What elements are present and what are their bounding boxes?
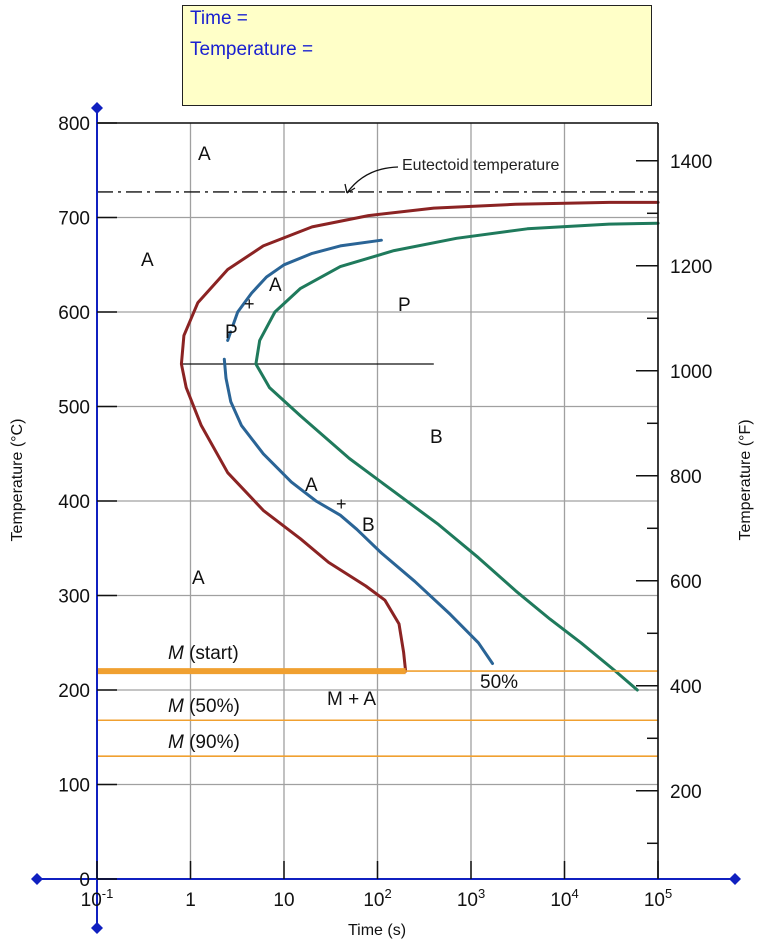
martensite-label: M (50%): [168, 696, 240, 717]
x-tick-label: 10: [273, 890, 294, 911]
curve-label-p-upper: P: [225, 322, 238, 343]
y-tick-label: 200: [58, 681, 90, 702]
x-tick-label: 103: [457, 886, 485, 911]
time-readout: Time =: [190, 8, 248, 29]
x-tick-label: 10-1: [81, 886, 114, 911]
y-axis-title: Temperature (°C): [9, 419, 26, 542]
region-label-a-left: A: [141, 250, 154, 271]
curve-label-a-lower: A: [305, 475, 318, 496]
y-tick-label: 600: [58, 303, 90, 324]
finish-curve: [254, 221, 660, 692]
y2-tick-label: 200: [670, 782, 702, 803]
martensite-label: M (start): [168, 643, 239, 664]
y2-tick-label: 600: [670, 572, 702, 593]
x-axis-right-handle[interactable]: [729, 873, 741, 885]
region-label-m-plus-a: M + A: [327, 689, 376, 710]
x-axis-title: Time (s): [348, 922, 406, 939]
y2-tick-label: 1200: [670, 257, 712, 278]
cursor-readout-box: Time = Temperature =: [182, 5, 652, 106]
y2-axis-title: Temperature (°F): [737, 419, 754, 540]
curve-label-plus-lower: +: [336, 494, 347, 514]
x-tick-label: 102: [363, 886, 391, 911]
y-tick-label: 700: [58, 209, 90, 230]
y-axis-bottom-handle[interactable]: [91, 922, 103, 934]
eutectoid-label: Eutectoid temperature: [402, 157, 560, 174]
y2-tick-label: 1000: [670, 362, 712, 383]
y-tick-label: 400: [58, 492, 90, 513]
x-axis-left-handle[interactable]: [31, 873, 43, 885]
y-axis-top-handle[interactable]: [91, 102, 103, 114]
y-tick-label: 0: [79, 870, 90, 891]
y2-tick-label: 1400: [670, 152, 712, 173]
x-tick-label: 105: [644, 886, 672, 911]
martensite-label: M (90%): [168, 732, 240, 753]
mid-curve-lower: [222, 357, 494, 665]
y-tick-label: 500: [58, 398, 90, 419]
curve-label-plus-upper: +: [244, 294, 255, 314]
start-curve: [179, 200, 660, 673]
region-label-a-low: A: [192, 568, 205, 589]
region-label-a-top: A: [198, 144, 211, 165]
mid-curve-upper: [226, 238, 383, 342]
curve-label-b-lower: B: [362, 515, 375, 536]
y-tick-label: 300: [58, 587, 90, 608]
y2-tick-label: 800: [670, 467, 702, 488]
curve-gap: [231, 279, 240, 286]
temperature-readout: Temperature =: [190, 39, 314, 60]
y-tick-label: 100: [58, 776, 90, 797]
y2-tick-label: 400: [670, 677, 702, 698]
x-tick-label: 104: [550, 886, 578, 911]
curve-label-a-upper: A: [269, 275, 282, 296]
eutectoid-arrow-head: [344, 183, 356, 194]
curve-label-50-percent: 50%: [480, 672, 518, 693]
x-tick-label: 1: [185, 890, 196, 911]
y-tick-label: 800: [58, 114, 90, 135]
region-label-b: B: [430, 427, 443, 448]
region-label-p: P: [398, 295, 411, 316]
eutectoid-arrow: [346, 166, 399, 194]
